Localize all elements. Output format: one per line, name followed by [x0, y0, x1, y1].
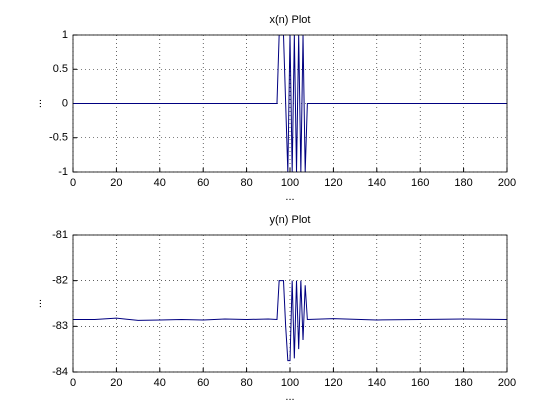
- y-axis-label: ...: [32, 299, 44, 308]
- x-axis-label: ...: [285, 191, 294, 203]
- y-tick-label: -83: [52, 320, 68, 332]
- x-tick-label: 60: [197, 177, 209, 189]
- x-tick-label: 0: [70, 377, 76, 389]
- y-tick-label: 0.5: [53, 63, 68, 75]
- y-tick-label: -0.5: [49, 132, 68, 144]
- x-tick-label: 100: [281, 377, 299, 389]
- y-tick-label: 1: [62, 29, 68, 41]
- x-axis-label: ...: [285, 391, 294, 403]
- x-tick-label: 40: [154, 377, 166, 389]
- y-tick-label: -1: [58, 166, 68, 178]
- y-tick-label: -82: [52, 275, 68, 287]
- x-tick-label: 140: [368, 377, 386, 389]
- x-tick-label: 180: [454, 377, 472, 389]
- x-tick-label: 120: [324, 177, 342, 189]
- chart-title: x(n) Plot: [270, 14, 311, 26]
- x-tick-label: 120: [324, 377, 342, 389]
- x-tick-label: 140: [368, 177, 386, 189]
- x-tick-label: 200: [498, 177, 516, 189]
- x-tick-label: 100: [281, 177, 299, 189]
- axes-frame: [72, 34, 508, 173]
- x-tick-label: 160: [411, 377, 429, 389]
- y-tick-label: 0: [62, 97, 68, 109]
- x-tick-label: 160: [411, 177, 429, 189]
- x-tick-label: 200: [498, 377, 516, 389]
- chart-title: y(n) Plot: [270, 214, 311, 226]
- data-line: [73, 35, 507, 172]
- y-axis-label: ...: [32, 99, 44, 108]
- x-tick-label: 20: [110, 177, 122, 189]
- x-tick-label: 180: [454, 177, 472, 189]
- x-tick-label: 80: [240, 177, 252, 189]
- x-tick-label: 20: [110, 377, 122, 389]
- x-tick-label: 0: [70, 177, 76, 189]
- x-tick-label: 80: [240, 377, 252, 389]
- x-tick-label: 40: [154, 177, 166, 189]
- axes-frame: [72, 234, 508, 373]
- y-tick-label: -81: [52, 229, 68, 241]
- x-tick-label: 60: [197, 377, 209, 389]
- y-tick-label: -84: [52, 366, 68, 378]
- data-line: [73, 280, 507, 362]
